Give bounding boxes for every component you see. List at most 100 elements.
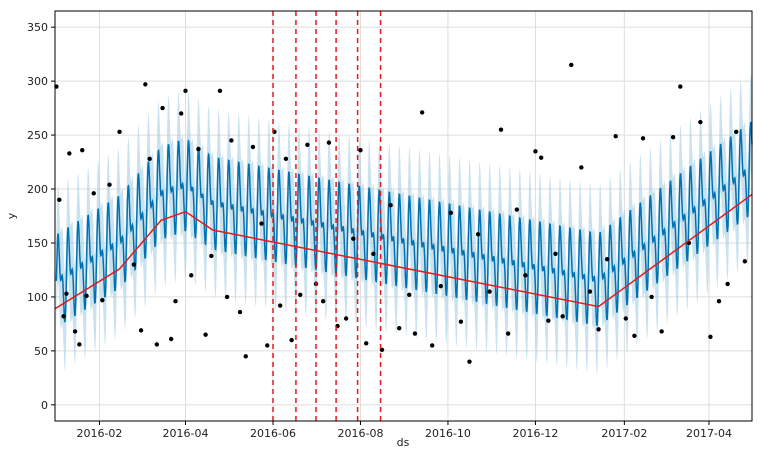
observed-point-49 [371, 251, 376, 256]
x-tick-label-5: 2016-12 [512, 427, 558, 440]
trend-series [54, 193, 753, 310]
observed-point-74 [587, 289, 593, 294]
observed-point-6 [77, 342, 82, 347]
observed-point-72 [569, 62, 574, 68]
observed-point-20 [173, 299, 178, 304]
observed-point-22 [183, 88, 188, 94]
x-tick-label-1: 2016-04 [163, 427, 209, 440]
observed-point-26 [209, 253, 214, 259]
observed-point-30 [237, 309, 243, 315]
observed-point-62 [487, 289, 492, 294]
x-axis-label: ds [397, 436, 410, 449]
observed-point-82 [659, 329, 664, 334]
observed-point-51 [388, 203, 393, 208]
observed-point-11 [107, 182, 112, 187]
observed-point-80 [640, 136, 646, 141]
grid-lines [55, 11, 752, 421]
observed-point-87 [708, 334, 713, 340]
observed-point-5 [72, 329, 78, 334]
observed-point-91 [742, 259, 748, 264]
observed-point-67 [533, 149, 538, 154]
observed-point-69 [546, 318, 551, 323]
forecast-series [55, 121, 753, 327]
x-tick-label-0: 2016-02 [76, 427, 122, 440]
y-tick-label-1: 50 [34, 345, 48, 358]
observed-point-88 [716, 299, 722, 304]
observed-point-55 [419, 110, 425, 115]
y-tick-label-6: 300 [27, 75, 48, 88]
observed-point-25 [203, 332, 208, 337]
trend-line [54, 193, 753, 310]
observed-point-3 [64, 291, 69, 296]
observed-point-16 [147, 156, 152, 162]
y-tick-label-7: 350 [27, 21, 48, 34]
observed-point-57 [438, 283, 443, 289]
observed-point-43 [326, 140, 332, 145]
observed-point-9 [91, 191, 96, 196]
observed-point-63 [498, 127, 504, 132]
x-tick-label-4: 2016-10 [425, 427, 471, 440]
observed-point-1 [57, 197, 62, 203]
observed-point-66 [523, 273, 528, 278]
y-tick-label-5: 250 [27, 129, 48, 142]
observed-point-38 [289, 337, 294, 343]
observed-point-29 [229, 138, 234, 143]
x-tick-label-6: 2017-02 [601, 427, 647, 440]
observed-point-13 [131, 262, 137, 267]
observed-point-75 [596, 327, 601, 332]
observed-point-42 [320, 299, 326, 304]
observed-point-8 [84, 293, 89, 299]
y-axis-ticks: 0 50 100 150 200 250 300 350 [27, 21, 55, 412]
observed-point-23 [189, 273, 194, 278]
observed-point-64 [505, 331, 511, 336]
observed-point-81 [649, 294, 654, 300]
observed-point-12 [117, 129, 122, 135]
observed-point-37 [283, 156, 289, 162]
observed-point-90 [734, 129, 739, 135]
observed-point-84 [678, 84, 683, 89]
observed-point-24 [196, 146, 201, 152]
observed-point-27 [217, 88, 223, 94]
observed-point-28 [224, 294, 230, 300]
observed-point-83 [670, 135, 676, 140]
observed-point-18 [160, 105, 165, 111]
observed-point-45 [343, 316, 349, 321]
observed-point-17 [154, 342, 160, 347]
observed-point-7 [80, 147, 85, 153]
y-tick-label-2: 100 [27, 291, 48, 304]
observed-point-4 [67, 151, 72, 156]
observed-point-58 [448, 210, 454, 215]
observed-point-52 [396, 326, 402, 331]
y-axis-label: y [5, 212, 18, 219]
x-tick-label-7: 2017-04 [686, 427, 732, 440]
plot-frame [54, 10, 753, 422]
observed-point-40 [305, 142, 310, 147]
observed-point-56 [429, 343, 435, 348]
observed-point-46 [351, 236, 356, 241]
observed-point-48 [364, 341, 369, 346]
x-tick-label-2: 2016-06 [250, 427, 296, 440]
observed-point-14 [138, 328, 144, 333]
observed-point-78 [623, 316, 628, 321]
observed-point-33 [259, 221, 264, 226]
observed-point-60 [467, 359, 472, 364]
observed-point-31 [243, 354, 248, 359]
uncertainty-area [56, 74, 752, 374]
observed-point-39 [298, 292, 303, 297]
y-tick-label-4: 200 [27, 183, 48, 196]
observed-point-32 [250, 144, 256, 150]
observed-point-47 [358, 147, 363, 153]
y-tick-label-0: 0 [41, 399, 48, 412]
x-axis-ticks: 2016-02 2016-04 2016-06 2016-08 2016-10 2016-… [76, 421, 732, 440]
y-tick-label-3: 150 [27, 237, 48, 250]
observed-point-19 [168, 336, 174, 342]
observed-point-89 [725, 281, 730, 287]
observed-point-10 [100, 297, 105, 303]
observed-points [54, 62, 748, 364]
observed-point-59 [458, 319, 464, 324]
uncertainty-band [56, 74, 752, 374]
observed-point-61 [475, 232, 481, 237]
observed-point-21 [179, 111, 184, 116]
observed-point-54 [412, 331, 418, 336]
